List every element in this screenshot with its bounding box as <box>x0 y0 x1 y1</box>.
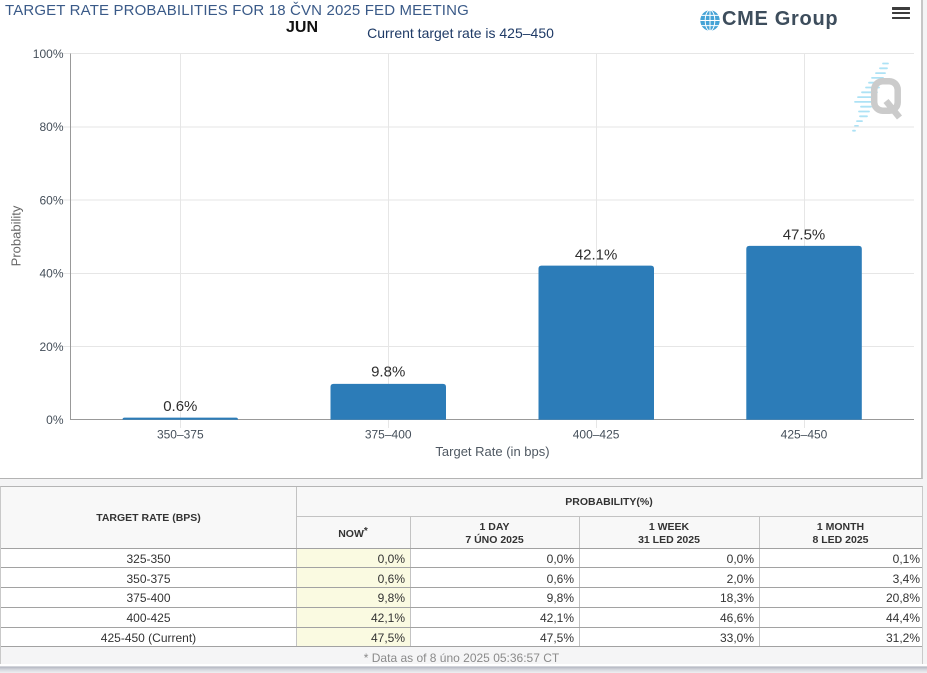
svg-text:40%: 40% <box>39 267 63 281</box>
svg-text:Target Rate (in bps): Target Rate (in bps) <box>435 444 549 459</box>
svg-text:400–425: 400–425 <box>573 428 620 442</box>
svg-text:47.5%: 47.5% <box>783 226 826 243</box>
svg-text:20%: 20% <box>39 340 63 354</box>
svg-text:60%: 60% <box>39 193 63 207</box>
svg-text:0.6%: 0.6% <box>163 398 197 415</box>
svg-text:425–450: 425–450 <box>781 428 828 442</box>
svg-text:375–400: 375–400 <box>365 428 412 442</box>
svg-text:9.8%: 9.8% <box>371 364 405 381</box>
svg-text:350–375: 350–375 <box>157 428 204 442</box>
svg-text:0%: 0% <box>46 413 64 427</box>
svg-text:Probability: Probability <box>9 205 24 266</box>
svg-text:100%: 100% <box>33 47 64 61</box>
svg-text:80%: 80% <box>39 120 63 134</box>
svg-text:42.1%: 42.1% <box>575 246 618 263</box>
